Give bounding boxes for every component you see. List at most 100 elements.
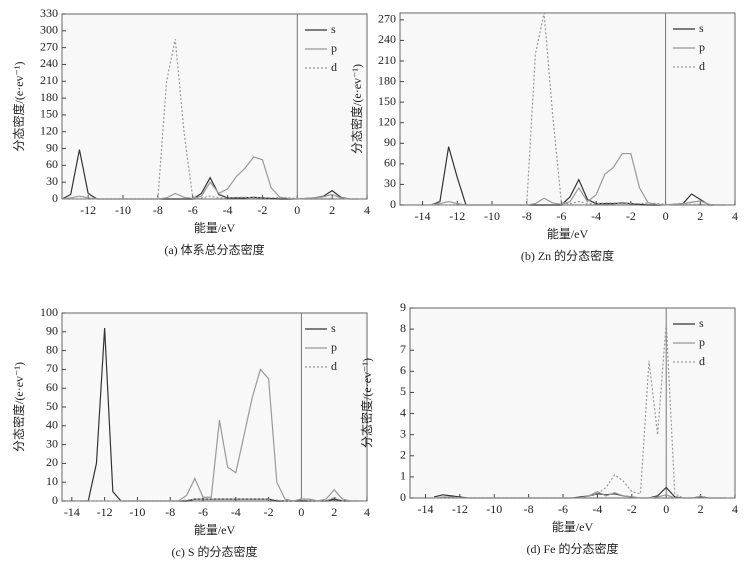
- y-tick-label: 90: [384, 135, 396, 149]
- x-tick-label: -4: [223, 203, 233, 217]
- panel-caption: (b) Zn 的分态密度: [521, 248, 614, 263]
- x-tick-label: -6: [558, 502, 568, 516]
- x-tick-label: 4: [732, 502, 738, 516]
- plot-area: [399, 12, 736, 206]
- y-tick-label: 300: [40, 23, 58, 37]
- y-tick-label: 8: [400, 321, 406, 335]
- x-tick-label: -10: [129, 505, 145, 519]
- legend-label: s: [331, 22, 336, 36]
- y-tick-label: 330: [40, 6, 58, 20]
- x-tick-label: -12: [449, 209, 465, 223]
- x-tick-label: 0: [663, 502, 669, 516]
- x-tick-label: -6: [198, 505, 208, 519]
- y-tick-label: 0: [390, 197, 396, 211]
- x-tick-label: 4: [732, 209, 738, 223]
- x-tick-label: -14: [417, 502, 433, 516]
- x-tick-label: -4: [592, 502, 602, 516]
- x-tick-label: -6: [188, 203, 198, 217]
- series-line: [62, 39, 359, 200]
- x-tick-label: -8: [153, 203, 163, 217]
- y-tick-label: 210: [378, 53, 396, 67]
- plot-area: [409, 307, 736, 499]
- y-tick-label: 0: [400, 490, 406, 504]
- plot-area: [61, 13, 368, 200]
- x-tick-label: 4: [364, 505, 370, 519]
- x-tick-label: -2: [264, 505, 274, 519]
- y-axis-label: 分态密度/(e·ev⁻¹): [11, 62, 26, 152]
- x-tick-label: -2: [626, 209, 636, 223]
- legend-label: s: [699, 21, 704, 35]
- y-tick-label: 240: [40, 56, 58, 70]
- y-tick-label: 60: [46, 157, 58, 171]
- x-tick-label: -14: [64, 505, 80, 519]
- y-tick-label: 90: [46, 324, 58, 338]
- y-tick-label: 6: [400, 363, 406, 377]
- x-tick-label: -6: [556, 209, 566, 223]
- series-line: [431, 12, 727, 206]
- legend-label: p: [699, 335, 705, 349]
- y-tick-label: 80: [46, 342, 58, 356]
- legend-label: d: [331, 359, 337, 373]
- panel-caption: (c) S 的分态密度: [172, 544, 258, 559]
- y-tick-label: 40: [46, 418, 58, 432]
- y-tick-label: 30: [46, 174, 58, 188]
- y-tick-label: 270: [378, 12, 396, 26]
- x-axis-label: 能量/eV: [552, 520, 594, 534]
- x-axis-label: 能量/eV: [194, 523, 236, 537]
- y-tick-label: 0: [52, 191, 58, 205]
- y-tick-label: 50: [46, 399, 58, 413]
- x-tick-label: -12: [97, 505, 113, 519]
- x-tick-label: -4: [231, 505, 241, 519]
- y-tick-label: 120: [378, 114, 396, 128]
- legend-label: p: [331, 340, 337, 354]
- plot-area: [61, 312, 368, 502]
- y-tick-label: 240: [378, 32, 396, 46]
- x-tick-label: 2: [329, 203, 335, 217]
- y-tick-label: 4: [400, 405, 406, 419]
- x-tick-label: -10: [486, 502, 502, 516]
- y-tick-label: 120: [40, 123, 58, 137]
- x-tick-label: -14: [415, 209, 431, 223]
- x-tick-label: -8: [522, 209, 532, 223]
- y-tick-label: 210: [40, 73, 58, 87]
- y-tick-label: 1: [400, 469, 406, 483]
- x-axis-label: 能量/eV: [194, 221, 236, 235]
- series-line: [80, 368, 359, 502]
- x-tick-label: 0: [294, 203, 300, 217]
- legend-label: p: [331, 41, 337, 55]
- y-tick-label: 10: [46, 474, 58, 488]
- legend-label: d: [331, 60, 337, 74]
- legend-label: s: [699, 316, 704, 330]
- legend-label: d: [699, 59, 705, 73]
- y-tick-label: 150: [40, 107, 58, 121]
- y-tick-label: 270: [40, 39, 58, 53]
- x-tick-label: -4: [591, 209, 601, 223]
- x-tick-label: 2: [331, 505, 337, 519]
- x-tick-label: -10: [484, 209, 500, 223]
- legend-label: p: [699, 40, 705, 54]
- x-tick-label: 0: [298, 505, 304, 519]
- x-tick-label: 0: [663, 209, 669, 223]
- y-axis-label: 分态密度/(e·ev⁻¹): [359, 358, 374, 448]
- x-tick-label: 2: [698, 502, 704, 516]
- x-tick-label: -8: [524, 502, 534, 516]
- y-tick-label: 5: [400, 384, 406, 398]
- y-tick-label: 180: [40, 90, 58, 104]
- y-tick-label: 3: [400, 426, 406, 440]
- x-tick-label: 4: [364, 203, 370, 217]
- y-tick-label: 60: [384, 156, 396, 170]
- y-tick-label: 20: [46, 455, 58, 469]
- legend-label: s: [331, 321, 336, 335]
- y-tick-label: 100: [40, 305, 58, 319]
- series-line: [80, 496, 359, 502]
- y-tick-label: 30: [46, 436, 58, 450]
- series-line: [434, 322, 727, 499]
- y-tick-label: 0: [52, 493, 58, 507]
- legend-label: d: [699, 354, 705, 368]
- y-tick-label: 180: [378, 73, 396, 87]
- x-tick-label: -2: [257, 203, 267, 217]
- y-tick-label: 2: [400, 448, 406, 462]
- y-axis-label: 分态密度/(e·ev⁻¹): [11, 362, 26, 452]
- x-tick-label: -8: [165, 505, 175, 519]
